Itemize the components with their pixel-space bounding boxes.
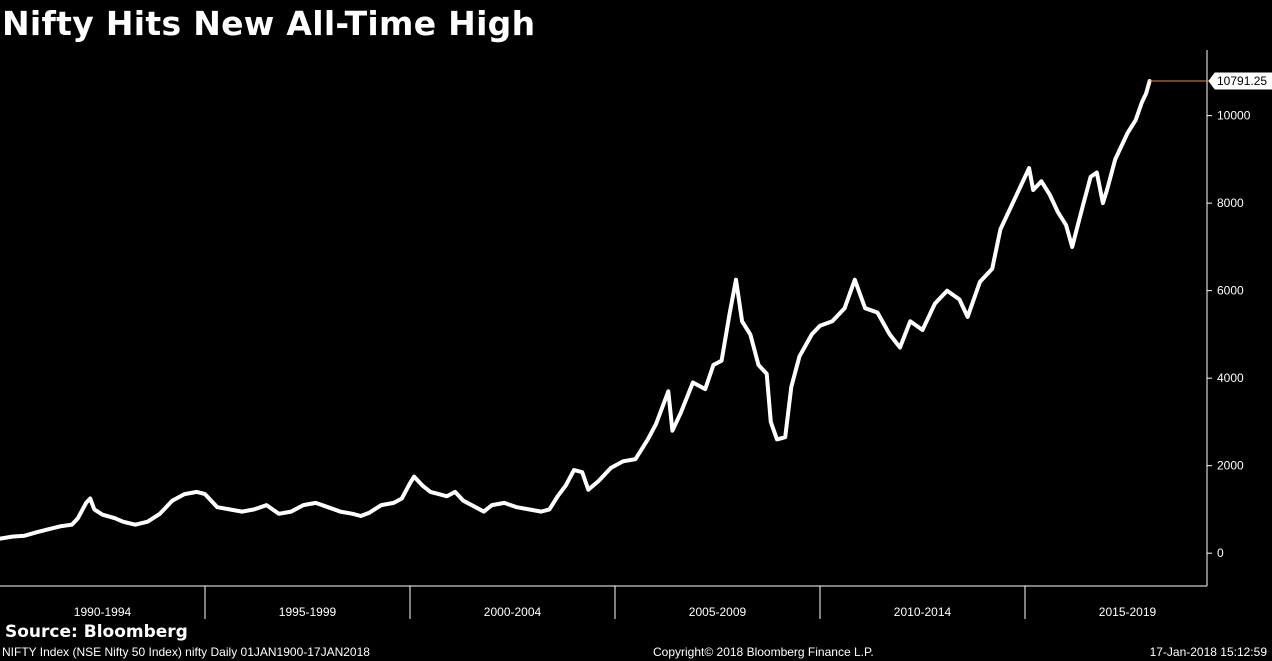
y-tick-label: 4000 bbox=[1217, 371, 1244, 385]
y-tick-label: 8000 bbox=[1217, 196, 1244, 210]
footer-copyright: Copyright© 2018 Bloomberg Finance L.P. bbox=[653, 645, 874, 659]
y-tick-label: 6000 bbox=[1217, 284, 1244, 298]
x-period-label: 2000-2004 bbox=[484, 605, 542, 619]
x-period-label: 2010-2014 bbox=[894, 605, 952, 619]
chart-title: Nifty Hits New All-Time High bbox=[2, 4, 536, 43]
y-tick-label: 2000 bbox=[1217, 459, 1244, 473]
x-period-label: 2015-2019 bbox=[1099, 605, 1157, 619]
y-tick-label: 10000 bbox=[1217, 109, 1251, 123]
last-value-box bbox=[1208, 72, 1272, 90]
x-period-label: 2005-2009 bbox=[689, 605, 747, 619]
last-value-marker: 10791.25 bbox=[1149, 72, 1272, 90]
last-value-label: 10791.25 bbox=[1217, 74, 1267, 88]
nifty-series-line bbox=[0, 79, 1152, 541]
x-period-label: 1990-1994 bbox=[74, 605, 132, 619]
x-period-label: 1995-1999 bbox=[279, 605, 337, 619]
source-label: Source: Bloomberg bbox=[5, 622, 188, 642]
chart-series bbox=[0, 79, 1152, 541]
footer-index-info: NIFTY Index (NSE Nifty 50 Index) nifty D… bbox=[2, 645, 370, 659]
footer-timestamp: 17-Jan-2018 15:12:59 bbox=[1149, 645, 1267, 659]
chart-axes: 0 2000 4000 6000 8000 10000 1990-1994 1995-1999… bbox=[0, 50, 1251, 619]
y-tick-label: 0 bbox=[1217, 546, 1224, 560]
